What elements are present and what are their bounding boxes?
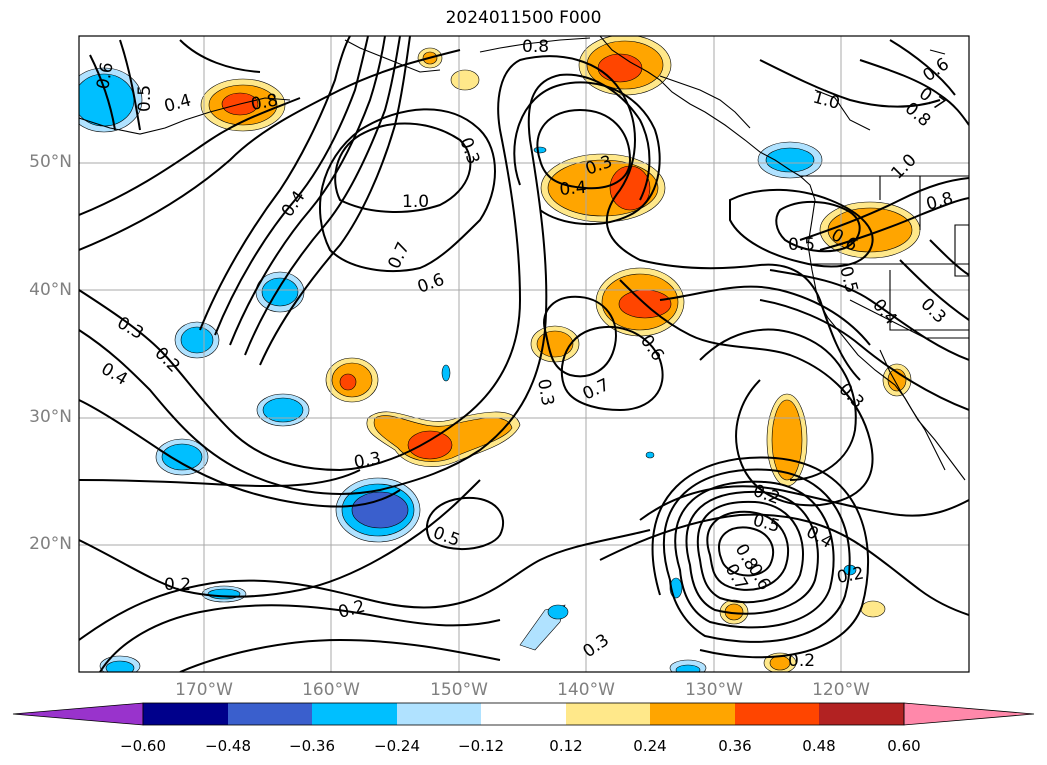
positive-area: [882, 363, 912, 397]
colorbar-segment: [481, 703, 566, 725]
lon-label: 130°W: [685, 680, 743, 700]
colorbar-segment: [650, 703, 735, 725]
map-border: [78, 35, 970, 673]
contour-lines: [79, 36, 969, 672]
colorbar-segment: [143, 703, 228, 725]
lat-label: 20°N: [29, 534, 72, 554]
contour-label: 0.3: [352, 449, 382, 473]
colorbar: [12, 702, 1035, 726]
contour-label: 0.3: [533, 377, 557, 407]
lat-label: 50°N: [29, 152, 72, 172]
colorbar-tick-label: 0.24: [633, 737, 667, 755]
contour-label: 0.2: [835, 564, 865, 588]
coastlines: [79, 36, 969, 481]
map-title: 2024011500 F000: [445, 8, 602, 28]
negative-area: [255, 271, 305, 313]
negative-area: [99, 655, 141, 672]
contour-label: 1.0: [402, 192, 429, 212]
map-frame: [79, 36, 969, 672]
colorbar-tick-label: −0.12: [458, 737, 504, 755]
negative-area: [256, 393, 310, 427]
colorbar-segment: [819, 703, 904, 725]
colorbar-tick-label: 0.36: [718, 737, 752, 755]
colorbar-tick-label: −0.60: [120, 737, 166, 755]
colorbar-segment: [566, 703, 650, 725]
positive-area: [860, 600, 886, 618]
positive-area: [200, 78, 286, 132]
positive-area: [450, 69, 480, 91]
contour-label: 0.2: [164, 575, 191, 595]
colorbar-tick-label: 0.60: [887, 737, 921, 755]
negative-area: [757, 141, 823, 179]
positive-area: [325, 357, 379, 403]
contour-label: 0.4: [559, 178, 588, 200]
negative-area: [155, 438, 209, 476]
positive-area: [578, 36, 672, 96]
contour-label: 0.8: [522, 37, 549, 57]
negative-area: [79, 67, 143, 133]
lon-label: 140°W: [557, 680, 615, 700]
positive-area: [719, 599, 749, 625]
colorbar-tick-label: 0.12: [549, 737, 583, 755]
colorbar-tick-label: −0.24: [374, 737, 420, 755]
colorbar-extend-high: [903, 702, 1035, 726]
colorbar-segment: [397, 703, 481, 725]
contour-label: 0.5: [788, 235, 815, 255]
colorbar-segment: [312, 703, 397, 725]
colorbar-segment: [228, 703, 312, 725]
lon-label: 170°W: [175, 680, 233, 700]
negative-area: [201, 585, 247, 603]
negative-area: [669, 659, 707, 672]
lat-label: 30°N: [29, 407, 72, 427]
colorbar-tick-label: 0.48: [802, 737, 836, 755]
contour-label: 0.2: [788, 651, 815, 671]
negative-area: [335, 477, 421, 543]
lon-label: 150°W: [430, 680, 488, 700]
shaded-anomalies: [79, 36, 921, 672]
negative-area: [174, 321, 220, 359]
lat-label: 40°N: [29, 280, 72, 300]
contour-label: 0.8: [249, 91, 279, 115]
negative-area: [519, 604, 569, 651]
gridlines: [79, 36, 969, 672]
colorbar-segment: [735, 703, 819, 725]
colorbar-tick-label: −0.36: [289, 737, 335, 755]
colorbar-extend-low: [12, 702, 144, 726]
contour-label: 0.5: [135, 85, 155, 112]
lon-label: 160°W: [302, 680, 360, 700]
contour-label: 0.6: [93, 61, 117, 91]
lon-label: 120°W: [812, 680, 870, 700]
colorbar-tick-label: −0.48: [205, 737, 251, 755]
